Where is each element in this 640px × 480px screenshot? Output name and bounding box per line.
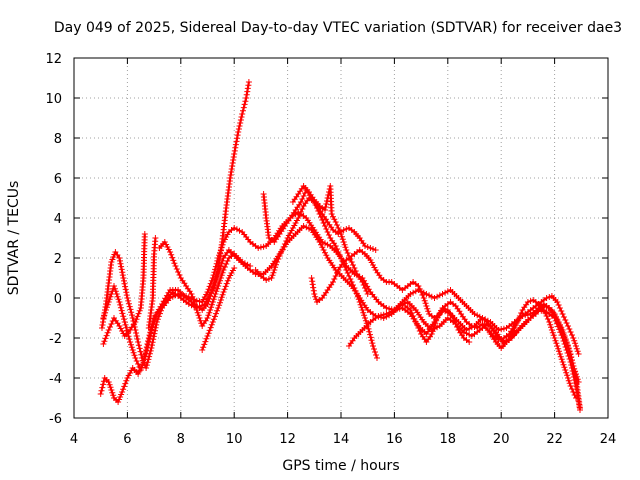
plus-markers	[402, 303, 473, 345]
chart-title: Day 049 of 2025, Sidereal Day-to-day VTE…	[54, 20, 622, 36]
x-tick-label: 8	[177, 432, 185, 447]
y-tick-label: 0	[54, 292, 62, 307]
x-tick-label: 10	[226, 432, 243, 447]
x-tick-label: 4	[70, 432, 78, 447]
plus-markers	[199, 265, 238, 353]
y-tick-label: 2	[54, 252, 62, 267]
data-series	[97, 79, 583, 413]
x-tick-label: 24	[600, 432, 617, 447]
series-track-11	[308, 247, 582, 357]
series-line	[99, 81, 250, 404]
y-tick-label: -4	[49, 372, 62, 387]
plus-markers	[346, 287, 583, 413]
series-track-14	[487, 297, 579, 401]
plus-markers	[97, 79, 252, 405]
y-tick-label: 10	[45, 92, 62, 107]
x-tick-label: 20	[493, 432, 510, 447]
plus-markers	[100, 223, 582, 385]
y-tick-label: 8	[54, 132, 62, 147]
x-tick-label: 22	[546, 432, 563, 447]
plus-markers	[145, 235, 159, 331]
x-tick-label: 16	[386, 432, 403, 447]
series-track-2	[100, 223, 582, 385]
y-tick-label: 12	[45, 52, 62, 67]
series-track-12	[346, 287, 583, 413]
y-tick-label: -2	[49, 332, 62, 347]
y-tick-label: -6	[49, 412, 62, 427]
x-tick-label: 12	[279, 432, 296, 447]
x-axis-label: GPS time / hours	[282, 458, 399, 474]
plus-markers	[100, 231, 148, 347]
plus-markers	[156, 239, 254, 329]
series-track-7	[199, 265, 238, 353]
x-tick-label: 14	[333, 432, 350, 447]
series-track-5	[145, 235, 159, 331]
x-tick-label: 18	[440, 432, 457, 447]
y-tick-label: 4	[54, 212, 62, 227]
series-track-4	[100, 231, 148, 347]
series-track-13	[402, 303, 473, 345]
plus-markers	[308, 247, 582, 357]
x-tick-label: 6	[123, 432, 131, 447]
series-track-6	[156, 239, 254, 329]
series-track-3	[97, 79, 252, 405]
y-axis-label: SDTVAR / TECUs	[6, 181, 22, 296]
grid	[74, 58, 608, 418]
y-tick-label: 6	[54, 172, 62, 187]
plus-markers	[487, 297, 579, 401]
